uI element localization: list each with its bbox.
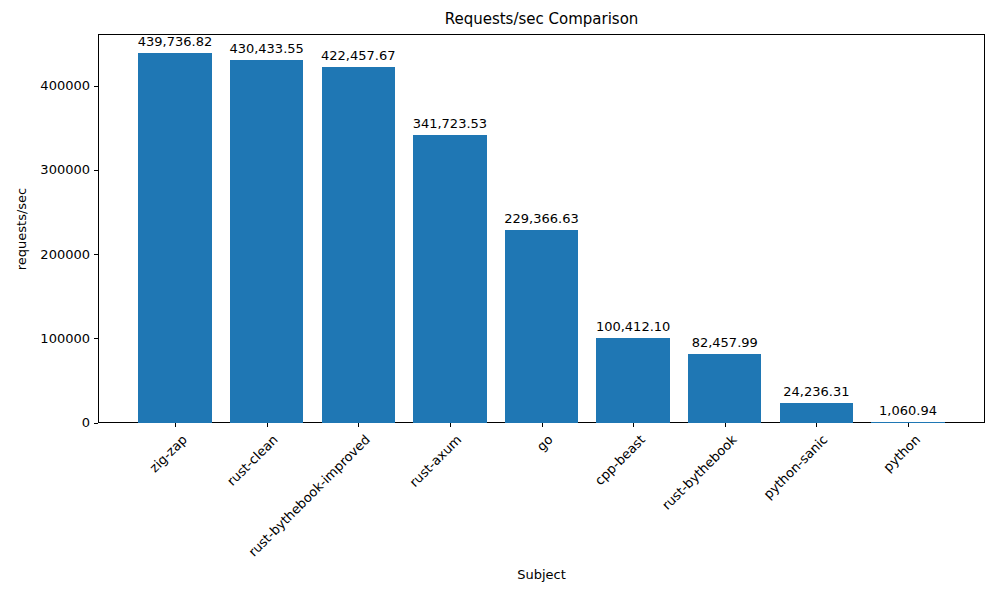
y-tick-mark <box>94 423 98 424</box>
bar-value-label: 1,060.94 <box>838 403 978 418</box>
y-tick-mark <box>94 170 98 171</box>
bar-value-label: 229,366.63 <box>472 211 612 226</box>
bar-value-label: 422,457.67 <box>288 48 428 63</box>
x-tick-mark <box>175 423 176 427</box>
y-tick-label: 0 <box>12 415 90 430</box>
bar <box>596 338 669 423</box>
y-axis-label: requests/sec <box>14 188 29 271</box>
bar <box>138 53 211 423</box>
y-tick-label: 100000 <box>12 331 90 346</box>
x-tick-label: rust-axum <box>407 432 465 490</box>
chart-title: Requests/sec Comparison <box>98 10 985 28</box>
x-tick-label: python <box>880 432 923 475</box>
bar <box>413 135 486 423</box>
bar-value-label: 341,723.53 <box>380 116 520 131</box>
x-tick-label: zig-zap <box>146 432 189 475</box>
x-tick-label: python-sanic <box>761 432 831 502</box>
x-tick-mark <box>358 423 359 427</box>
y-tick-mark <box>94 338 98 339</box>
x-tick-mark <box>725 423 726 427</box>
x-tick-mark <box>908 423 909 427</box>
x-axis-label: Subject <box>98 567 985 582</box>
figure: Requests/sec Comparison 439,736.82430,43… <box>0 0 1000 600</box>
y-tick-mark <box>94 86 98 87</box>
y-tick-mark <box>94 254 98 255</box>
x-tick-label: go <box>534 432 556 454</box>
y-tick-label: 400000 <box>12 78 90 93</box>
x-tick-mark <box>816 423 817 427</box>
bar-value-label: 24,236.31 <box>746 384 886 399</box>
bar <box>230 60 303 423</box>
bar-value-label: 82,457.99 <box>655 335 795 350</box>
x-tick-mark <box>633 423 634 427</box>
x-tick-label: rust-bythebook <box>659 432 740 513</box>
x-tick-label: rust-clean <box>225 432 282 489</box>
x-tick-mark <box>267 423 268 427</box>
y-tick-label: 300000 <box>12 162 90 177</box>
x-tick-mark <box>450 423 451 427</box>
x-tick-mark <box>542 423 543 427</box>
x-tick-label: cpp-beast <box>592 432 648 488</box>
bar-value-label: 100,412.10 <box>563 319 703 334</box>
